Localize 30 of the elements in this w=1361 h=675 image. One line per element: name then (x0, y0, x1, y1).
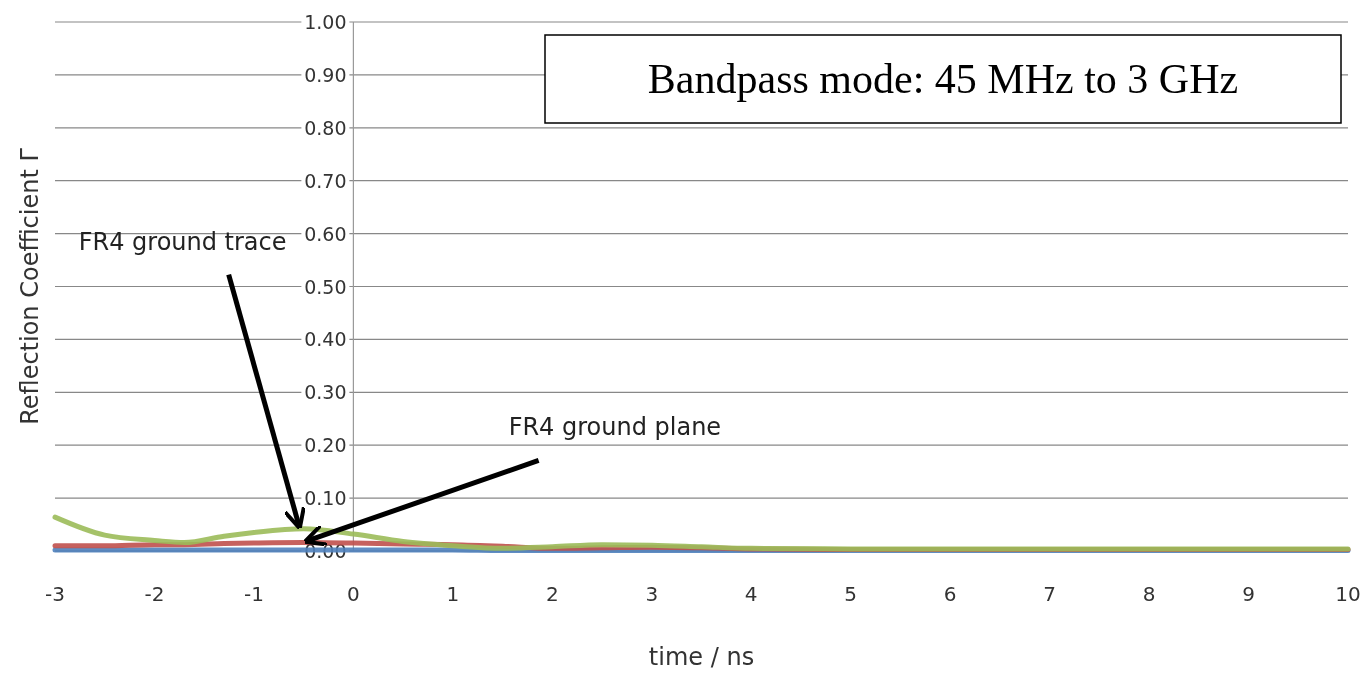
x-tick-label: -2 (144, 582, 165, 606)
y-tick-label: 0.90 (304, 63, 347, 86)
x-tick-label: 10 (1335, 582, 1361, 606)
x-tick-label: 6 (943, 582, 957, 606)
x-axis-title: time / ns (648, 643, 755, 671)
x-tick-label: 8 (1142, 582, 1156, 606)
y-tick-label: 0.00 (304, 540, 347, 562)
y-tick-label: 0.60 (304, 222, 347, 245)
annotation: FR4 ground trace (78, 227, 287, 256)
y-tick-label: 0.50 (304, 275, 347, 298)
x-tick-label: -1 (243, 582, 264, 606)
y-tick-label: 0.40 (304, 328, 347, 351)
annotation: FR4 ground plane (508, 413, 722, 442)
y-tick-label: 0.80 (304, 116, 347, 139)
x-tick-label: 5 (844, 582, 858, 606)
x-tick-label: 9 (1242, 582, 1255, 606)
x-tick-label: -3 (45, 582, 65, 606)
x-tick-label: 7 (1043, 582, 1056, 606)
y-tick-label: 1.00 (304, 11, 347, 33)
x-tick-label: 2 (545, 582, 559, 606)
y-tick-label: 0.10 (304, 487, 347, 510)
y-tick-label: 0.20 (304, 434, 347, 457)
x-tick-label: 4 (744, 582, 758, 606)
text-box: Bandpass mode: 45 MHz to 3 GHz (544, 34, 1342, 124)
x-tick-label: 3 (645, 582, 659, 606)
y-tick-label: 0.70 (304, 169, 347, 192)
x-tick-label: 0 (347, 582, 360, 606)
y-tick-label: 0.30 (304, 381, 347, 404)
y-axis-title: Reflection Coefficient Γ (16, 147, 44, 425)
x-tick-label: 1 (446, 582, 460, 606)
